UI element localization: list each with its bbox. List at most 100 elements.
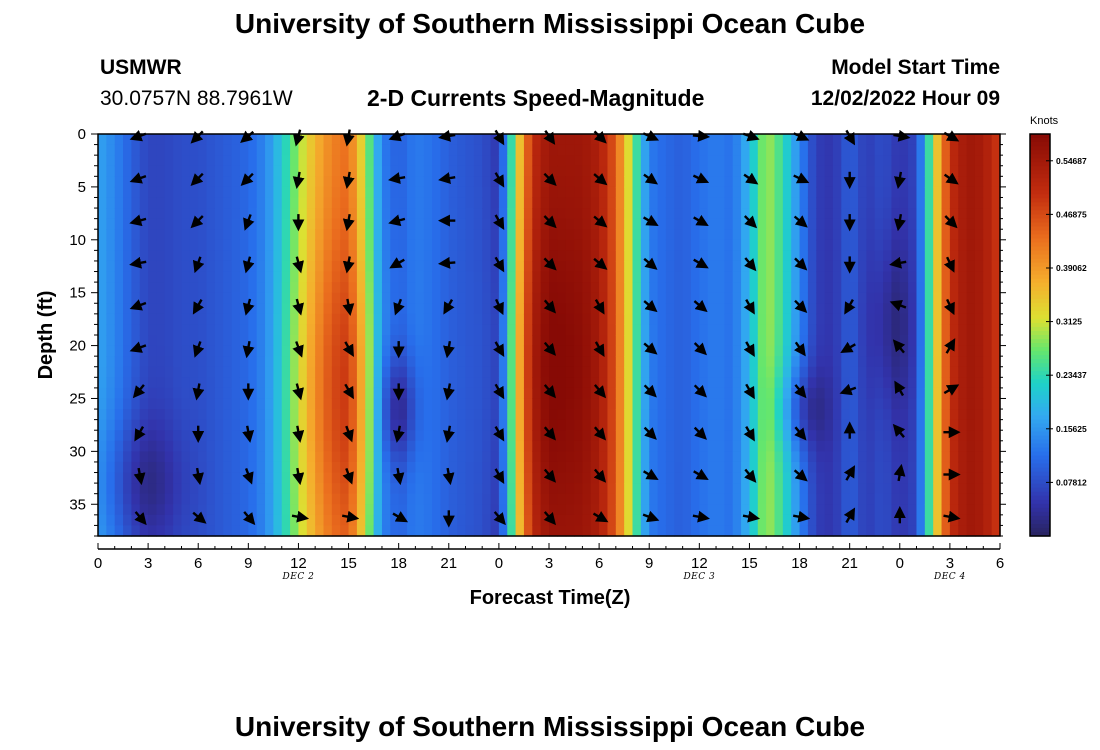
heatmap-cell	[716, 144, 725, 156]
heatmap-cell	[440, 165, 450, 177]
heatmap-cell	[849, 483, 859, 495]
heatmap-cell	[665, 303, 675, 315]
heatmap-cell	[348, 409, 358, 421]
heatmap-cell	[532, 303, 542, 315]
heatmap-cell	[974, 303, 984, 315]
heatmap-cell	[624, 197, 634, 209]
heatmap-cell	[599, 504, 609, 516]
heatmap-cell	[273, 461, 283, 474]
heatmap-cell	[365, 451, 375, 463]
heatmap-cell	[657, 229, 667, 241]
heatmap-cell	[966, 292, 976, 304]
heatmap-cell	[549, 292, 558, 304]
heatmap-cell	[390, 451, 400, 463]
heatmap-cell	[849, 356, 859, 368]
heatmap-cell	[674, 440, 684, 452]
heatmap-cell	[482, 155, 492, 167]
heatmap-cell	[323, 271, 333, 283]
heatmap-cell	[348, 313, 358, 326]
heatmap-cell	[189, 493, 199, 505]
heatmap-cell	[582, 176, 592, 188]
heatmap-cell	[223, 134, 233, 146]
heatmap-cell	[665, 398, 675, 410]
heatmap-cell	[966, 155, 976, 167]
heatmap-cell	[891, 483, 901, 495]
heatmap-cell	[331, 525, 341, 537]
heatmap-cell	[657, 218, 667, 230]
heatmap-cell	[390, 335, 400, 347]
heatmap-cell	[615, 155, 625, 167]
heatmap-cell	[465, 197, 475, 209]
heatmap-cell	[883, 165, 893, 177]
heatmap-cell	[98, 472, 107, 484]
heatmap-cell	[390, 324, 400, 336]
heatmap-cell	[557, 176, 567, 188]
heatmap-cell	[348, 229, 358, 241]
heatmap-cell	[423, 409, 433, 421]
heatmap-cell	[423, 387, 433, 400]
heatmap-cell	[398, 419, 408, 431]
heatmap-cell	[265, 218, 274, 230]
heatmap-cell	[983, 398, 993, 410]
heatmap-cell	[148, 250, 158, 262]
heatmap-cell	[256, 493, 266, 505]
current-arrow	[342, 171, 355, 189]
heatmap-cell	[340, 335, 350, 347]
heatmap-cell	[398, 144, 408, 156]
heatmap-cell	[991, 356, 1001, 368]
heatmap-cell	[298, 440, 308, 452]
heatmap-cell	[498, 419, 508, 431]
heatmap-cell	[699, 504, 709, 516]
current-arrow	[132, 384, 146, 399]
heatmap-cell	[941, 239, 951, 251]
current-arrow	[743, 425, 755, 442]
heatmap-cell	[615, 282, 625, 294]
heatmap-cell	[331, 208, 341, 220]
heatmap-cell	[774, 387, 784, 400]
heatmap-cell	[916, 144, 926, 156]
heatmap-cell	[523, 525, 533, 537]
heatmap-cell	[933, 377, 943, 389]
heatmap-cell	[766, 186, 776, 199]
heatmap-cell	[164, 176, 174, 188]
heatmap-cell	[273, 356, 283, 368]
heatmap-cell	[607, 134, 617, 146]
heatmap-cell	[356, 504, 366, 516]
heatmap-cell	[916, 345, 926, 357]
heatmap-cell	[832, 514, 842, 527]
heatmap-cell	[290, 155, 300, 167]
heatmap-cell	[106, 335, 116, 347]
heatmap-cell	[323, 398, 333, 410]
heatmap-cell	[482, 504, 492, 516]
heatmap-cell	[298, 229, 308, 241]
heatmap-cell	[866, 525, 876, 537]
heatmap-cell	[716, 165, 725, 177]
heatmap-cell	[958, 155, 968, 167]
heatmap-cell	[189, 409, 199, 421]
current-arrow	[543, 511, 556, 526]
heatmap-cell	[949, 292, 959, 304]
heatmap-cell	[832, 345, 842, 357]
heatmap-cell	[98, 430, 107, 442]
heatmap-cell	[782, 303, 792, 315]
colorbar-band	[1030, 262, 1050, 268]
heatmap-cell	[908, 409, 918, 421]
heatmap-cell	[373, 155, 383, 167]
heatmap-cell	[457, 377, 467, 389]
heatmap-cell	[415, 292, 425, 304]
heatmap-cell	[131, 356, 141, 368]
heatmap-cell	[214, 398, 224, 410]
heatmap-cell	[632, 345, 642, 357]
heatmap-cell	[515, 197, 525, 209]
heatmap-cell	[699, 250, 709, 262]
heatmap-cell	[306, 186, 316, 199]
heatmap-cell	[674, 250, 684, 262]
current-arrow	[793, 469, 808, 482]
heatmap-cell	[707, 461, 717, 474]
x-tick-label: 9	[645, 555, 653, 572]
heatmap-cell	[231, 229, 241, 241]
heatmap-cell	[858, 176, 867, 188]
heatmap-cell	[423, 356, 433, 368]
heatmap-cell	[348, 324, 358, 336]
heatmap-cell	[991, 366, 1001, 378]
